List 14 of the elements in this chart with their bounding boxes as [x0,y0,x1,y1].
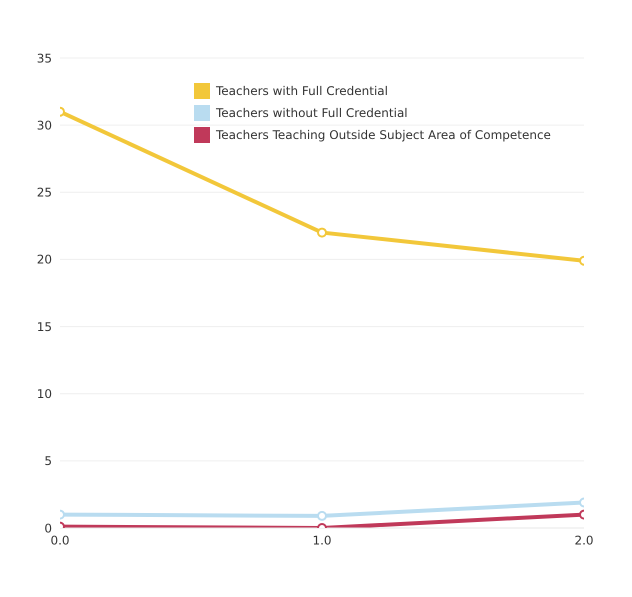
y-tick-label: 20 [36,252,52,267]
y-tick-label: 35 [36,51,52,66]
legend-label: Teachers without Full Credential [216,106,408,120]
x-tick-label: 0.0 [50,534,70,548]
x-tick-label: 2.0 [574,534,594,548]
x-tick-label: 1.0 [312,534,332,548]
y-tick-label: 10 [36,386,52,401]
legend-label: Teachers with Full Credential [216,84,388,98]
y-tick-label: 5 [44,454,52,468]
y-tick-label: 15 [36,320,52,334]
legend-label: Teachers Teaching Outside Subject Area of Competence [216,128,551,142]
y-tick-label: 0 [44,521,52,536]
y-tick-label: 30 [36,118,52,132]
y-tick-label: 25 [36,186,52,200]
